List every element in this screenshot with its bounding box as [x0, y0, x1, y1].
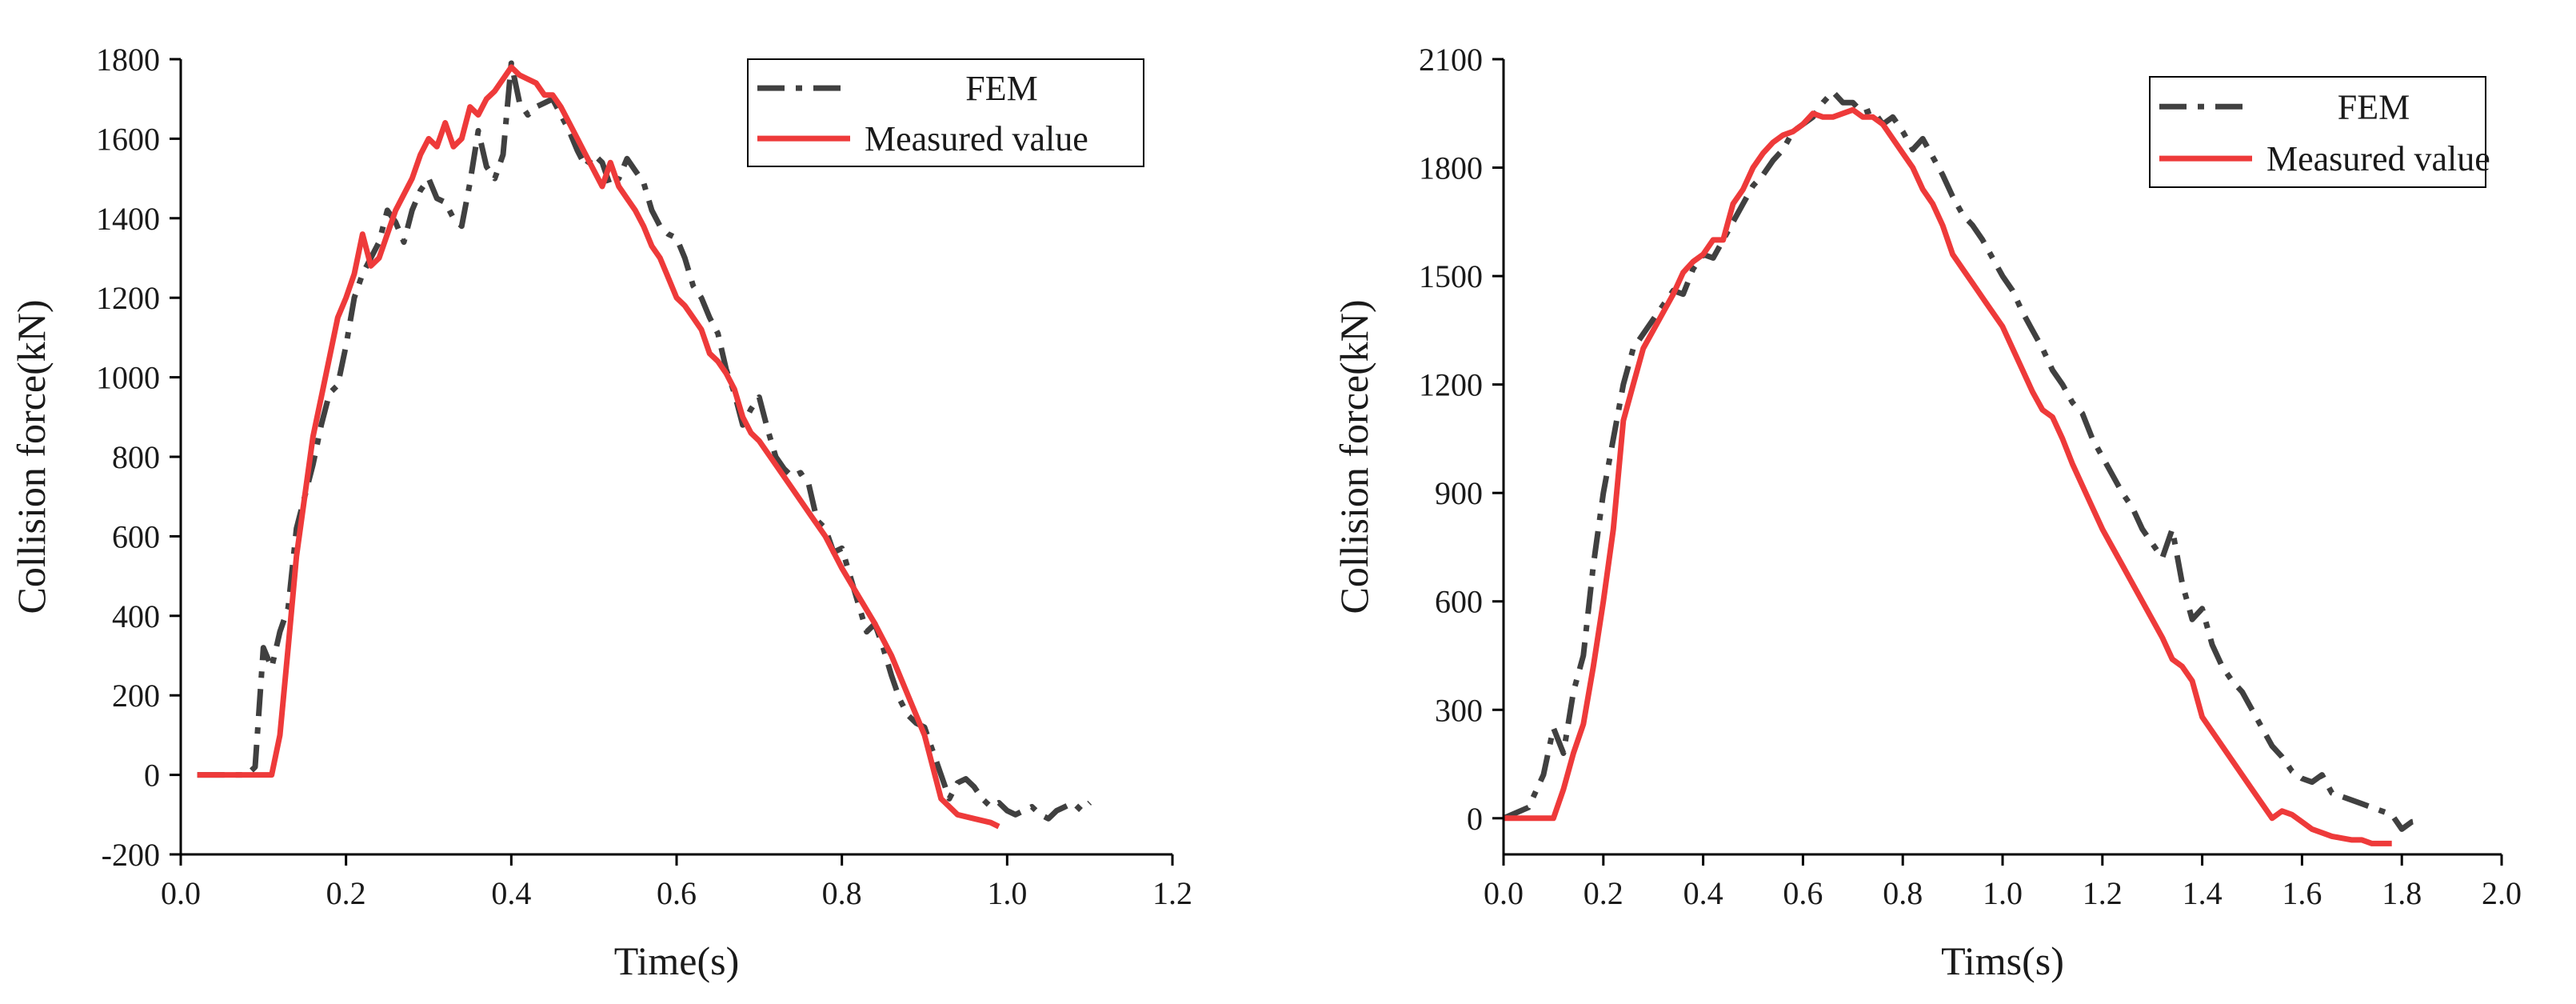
y-tick-label: 2100: [1419, 42, 1483, 78]
y-tick-label: 1200: [96, 280, 160, 316]
x-axis-label: Tims(s): [1941, 938, 2064, 983]
y-tick-label: 0: [1467, 801, 1483, 837]
x-tick-label: 2.0: [2482, 875, 2522, 911]
y-tick-label: 1500: [1419, 258, 1483, 294]
x-tick-label: 1.8: [2382, 875, 2422, 911]
y-tick-label: 900: [1435, 475, 1483, 511]
x-tick-label: 1.2: [1152, 875, 1192, 911]
legend-label-fem: FEM: [2338, 87, 2410, 126]
y-tick-label: 300: [1435, 692, 1483, 728]
y-tick-label: 800: [112, 439, 160, 475]
y-tick-label: 1400: [96, 201, 160, 237]
x-tick-label: 1.0: [1983, 875, 2023, 911]
x-tick-label: 1.4: [2183, 875, 2223, 911]
y-axis-label: Collision force(kN): [9, 300, 54, 614]
y-tick-label: 0: [144, 758, 160, 794]
fem-series-line: [1502, 89, 2422, 832]
x-tick-label: 0.8: [1883, 875, 1923, 911]
y-tick-label: 1800: [1419, 150, 1483, 186]
chart-right: Collision force(kN) Tims(s) 0.0 0.2 0.4 0.6…: [1332, 42, 2522, 983]
legend-box: [2149, 76, 2486, 188]
x-tick-label: 0.8: [822, 875, 862, 911]
x-tick-label: 1.0: [987, 875, 1027, 911]
x-tick-label: 0.6: [1783, 875, 1823, 911]
y-tick-label: 1800: [96, 42, 160, 78]
x-tick-label: 0.2: [326, 875, 366, 911]
y-tick-label: 400: [112, 598, 160, 634]
legend-right: FEM Measured value: [2149, 76, 2490, 188]
legend-left: FEM Measured value: [747, 58, 1144, 167]
y-tick-label: 1600: [96, 121, 160, 157]
legend-label-measured: Measured value: [2266, 139, 2490, 178]
legend-label-fem: FEM: [965, 69, 1037, 108]
measured-series-line: [197, 64, 1000, 830]
fem-series-line: [197, 60, 1092, 822]
y-tick-label: 1200: [1419, 367, 1483, 403]
legend-box: [747, 58, 1144, 167]
chart-left: Collision force(kN) Time(s) 0.0 0.2 0.4 0.6…: [9, 42, 1192, 983]
y-tick-label: 600: [1435, 584, 1483, 620]
legend-label-measured: Measured value: [865, 119, 1088, 158]
x-tick-label: 0.0: [1484, 875, 1524, 911]
y-axis-label: Collision force(kN): [1332, 300, 1376, 614]
y-axis-title: Collision force(kN): [1332, 300, 1376, 614]
x-tick-label: 0.0: [161, 875, 201, 911]
y-tick-label: 600: [112, 518, 160, 554]
x-tick-label: 0.2: [1584, 875, 1623, 911]
measured-series-line: [1504, 106, 2392, 846]
x-tick-label: 0.6: [657, 875, 697, 911]
y-tick-label: 200: [112, 678, 160, 714]
y-tick-label: 1000: [96, 360, 160, 396]
x-tick-label: 0.4: [1683, 875, 1723, 911]
x-tick-label: 0.4: [491, 875, 531, 911]
x-tick-label: 1.6: [2282, 875, 2322, 911]
x-axis-label: Time(s): [614, 938, 740, 983]
y-axis-title: Collision force(kN): [9, 300, 54, 614]
y-tick-label: -200: [102, 837, 160, 873]
x-tick-label: 1.2: [2083, 875, 2123, 911]
